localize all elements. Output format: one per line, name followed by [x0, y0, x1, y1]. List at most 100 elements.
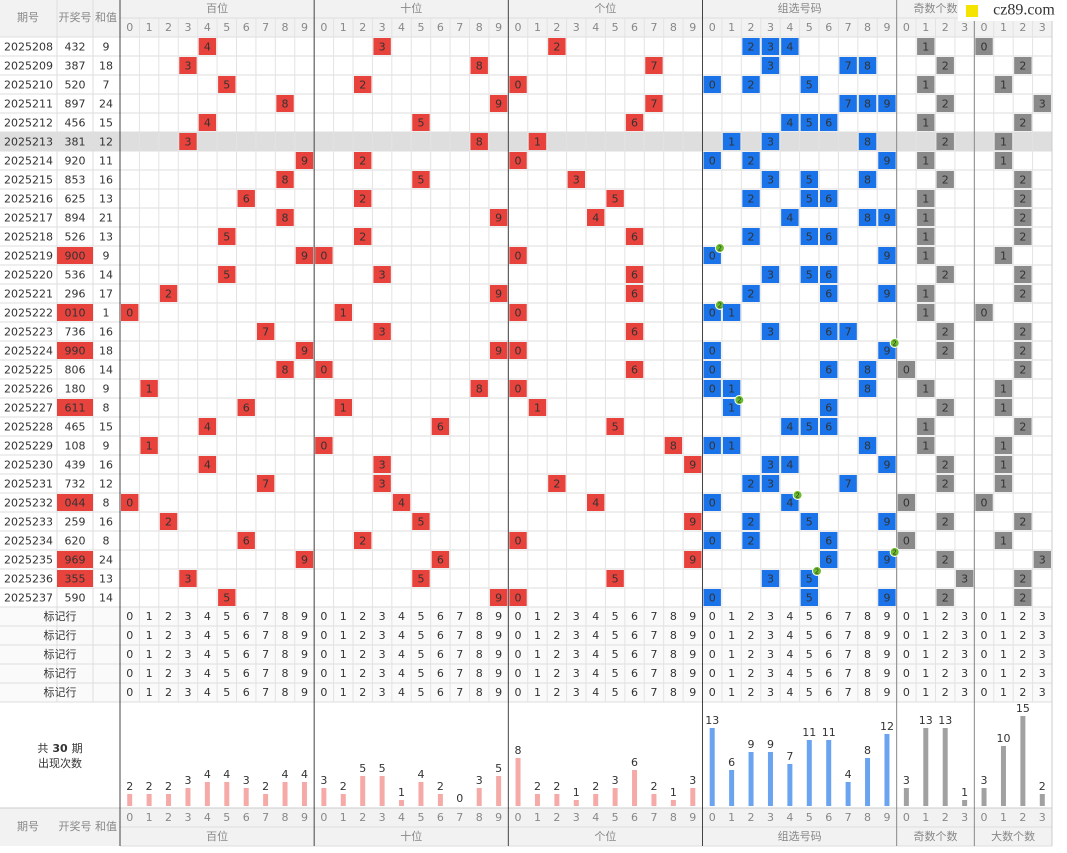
- position-cell-text: 0: [515, 592, 522, 605]
- position-cell-text: 6: [437, 554, 444, 567]
- marker-digit: 4: [592, 610, 599, 623]
- combo-cell-text: 3: [767, 41, 774, 54]
- big-cell: [994, 152, 1013, 169]
- position-cell: [625, 323, 644, 340]
- issue: 2025232: [4, 497, 53, 510]
- position-cell: [489, 342, 508, 359]
- marker-digit: 3: [184, 629, 191, 642]
- combo-cell-text: 2: [748, 41, 755, 54]
- marker-digit: 6: [825, 686, 832, 699]
- big-cell: [994, 76, 1013, 93]
- marker-digit: 3: [184, 667, 191, 680]
- header-digit: 0: [126, 21, 133, 34]
- position-cell: [315, 361, 333, 378]
- combo-cell-text: 3: [767, 326, 774, 339]
- marker-digit: 9: [883, 629, 890, 642]
- count-bar: [418, 782, 424, 806]
- position-cell-text: 8: [282, 174, 289, 187]
- combo-cell: [742, 475, 760, 492]
- marker-digit: 0: [320, 629, 327, 642]
- marker-digit: 2: [359, 648, 366, 661]
- draw-number: 439: [65, 459, 86, 472]
- header-digit: 1: [146, 21, 153, 34]
- header-digit: 1: [1000, 21, 1007, 34]
- marker-digit: 7: [456, 686, 463, 699]
- combo-cell: [703, 342, 721, 359]
- combo-cell-text: 3: [767, 60, 774, 73]
- count-bar: [787, 764, 793, 806]
- marker-digit: 4: [786, 648, 793, 661]
- marker-digit: 3: [961, 667, 968, 680]
- combo-cell: [781, 418, 799, 435]
- marker-digit: 1: [728, 667, 735, 680]
- combo-cell: [781, 456, 799, 473]
- position-cell: [121, 304, 139, 321]
- marker-digit: 6: [243, 629, 250, 642]
- combo-cell-text: 4: [786, 421, 793, 434]
- marker-digit: 0: [320, 686, 327, 699]
- combo-cell: [820, 266, 838, 283]
- combo-cell: [742, 190, 760, 207]
- position-cell: [315, 247, 333, 264]
- combo-cell-text: 3: [767, 269, 774, 282]
- odd-cell: [917, 304, 935, 321]
- position-cell: [354, 76, 372, 93]
- issue: 2025211: [4, 98, 53, 111]
- footer-digit: 0: [981, 811, 988, 824]
- pair-number-bg: [57, 494, 93, 511]
- marker-digit: 2: [553, 610, 560, 623]
- pair-badge-text: 2: [718, 245, 722, 253]
- combo-cell: [781, 114, 799, 131]
- marker-digit: 3: [1039, 610, 1046, 623]
- big-cell: [994, 532, 1013, 549]
- header-digit: 2: [942, 21, 949, 34]
- marker-digit: 5: [417, 648, 424, 661]
- position-cell: [159, 513, 178, 530]
- position-cell: [587, 209, 605, 226]
- position-cell-text: 7: [650, 60, 657, 73]
- combo-cell-text: 5: [806, 174, 813, 187]
- marker-digit: 0: [515, 610, 522, 623]
- marker-digit: 5: [417, 610, 424, 623]
- combo-cell-text: 9: [883, 592, 890, 605]
- issue: 2025235: [4, 554, 53, 567]
- combo-cell-text: 2: [748, 288, 755, 301]
- position-cell-text: 4: [204, 41, 211, 54]
- header-digit: 9: [495, 21, 502, 34]
- combo-cell: [742, 38, 760, 55]
- odd-cell-text: 3: [961, 573, 968, 586]
- odd-cell-text: 2: [942, 98, 949, 111]
- odd-cell-text: 0: [903, 497, 910, 510]
- combo-cell-text: 7: [845, 98, 852, 111]
- odd-cell: [917, 38, 935, 55]
- combo-cell-text: 6: [825, 402, 832, 415]
- combo-cell-text: 7: [845, 326, 852, 339]
- marker-digit: 2: [1019, 686, 1026, 699]
- position-cell-text: 6: [243, 402, 250, 415]
- position-cell: [276, 95, 294, 112]
- combo-cell: [800, 171, 818, 188]
- header-number: 开奖号: [59, 819, 92, 833]
- marker-digit: 5: [612, 667, 619, 680]
- combo-cell-text: 0: [709, 79, 716, 92]
- marker-digit: 9: [689, 667, 696, 680]
- header-digit: 8: [670, 21, 677, 34]
- big-cell: [1033, 95, 1051, 112]
- combo-cell: [722, 304, 741, 321]
- count-bar: [496, 776, 502, 806]
- marker-digit: 5: [223, 686, 230, 699]
- marker-digit: 5: [223, 610, 230, 623]
- position-cell: [548, 38, 566, 55]
- big-cell: [1014, 228, 1032, 245]
- count-bar: [865, 758, 871, 806]
- header-digit: 4: [204, 21, 211, 34]
- footer-digit: 3: [1039, 811, 1046, 824]
- combo-cell-text: 8: [864, 136, 871, 149]
- marker-digit: 7: [262, 686, 269, 699]
- pair-badge-text: 2: [815, 568, 819, 576]
- marker-digit: 0: [709, 648, 716, 661]
- position-cell-text: 3: [379, 459, 386, 472]
- combo-cell: [761, 323, 780, 340]
- position-cell-text: 3: [184, 136, 191, 149]
